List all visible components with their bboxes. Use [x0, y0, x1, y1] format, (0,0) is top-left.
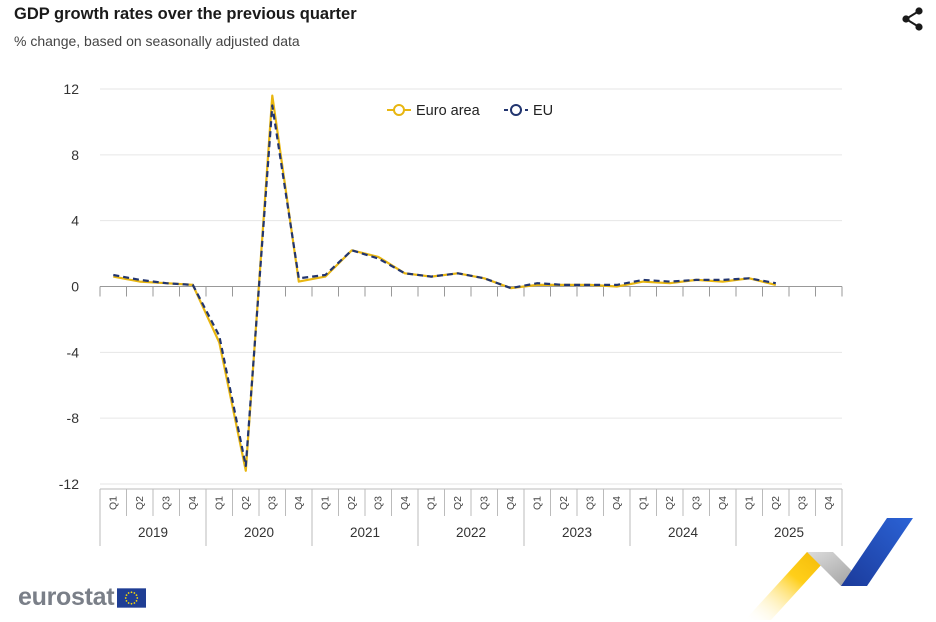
- logo-text: eurostat: [18, 583, 115, 611]
- x-year-label: 2019: [138, 525, 168, 540]
- x-year-label: 2024: [668, 525, 699, 540]
- chart-subtitle: % change, based on seasonally adjusted d…: [14, 33, 300, 49]
- x-quarter-label: Q2: [240, 496, 252, 510]
- chart-title: GDP growth rates over the previous quart…: [14, 5, 357, 23]
- y-tick-label: 0: [71, 279, 79, 295]
- x-quarter-label: Q1: [531, 496, 543, 510]
- x-quarter-label: Q3: [372, 496, 384, 510]
- x-quarter-label: Q4: [187, 496, 199, 510]
- x-quarter-label: Q3: [160, 496, 172, 510]
- x-quarter-label: Q1: [637, 496, 649, 510]
- x-quarter-label: Q3: [690, 496, 702, 510]
- x-quarter-label: Q1: [743, 496, 755, 510]
- series-line-eu: [113, 104, 777, 467]
- x-quarter-label: Q3: [584, 496, 596, 510]
- legend-marker: [510, 104, 522, 116]
- y-tick-label: -4: [67, 344, 80, 360]
- x-year-label: 2023: [562, 525, 592, 540]
- y-tick-label: 4: [71, 213, 79, 229]
- decorative-ribbon: [745, 518, 913, 620]
- share-icon[interactable]: [900, 6, 926, 32]
- x-quarter-label: Q2: [452, 496, 464, 510]
- y-tick-label: 12: [63, 81, 79, 97]
- x-axis: Q1 Q2 Q3 Q4 Q1 Q2 Q3 Q4 Q1 Q2 Q3 Q4 Q1 Q2 Q3 Q4 Q1 Q2 Q3 Q4…: [99, 286, 843, 546]
- x-quarter-label: Q2: [664, 496, 676, 510]
- x-quarter-label: Q2: [558, 496, 570, 510]
- legend-item-eu[interactable]: EU: [504, 103, 553, 119]
- x-quarter-label: Q4: [293, 496, 305, 510]
- eu-flag-icon: [117, 587, 147, 608]
- x-quarter-label: Q1: [425, 496, 437, 510]
- legend-marker: [393, 104, 405, 116]
- chart-legend: Euro area EU: [387, 103, 553, 119]
- y-tick-label: -8: [67, 410, 80, 426]
- x-quarter-label: Q1: [319, 496, 331, 510]
- x-year-label: 2021: [350, 525, 380, 540]
- eurostat-logo: eurostat: [18, 583, 147, 612]
- x-year-label: 2020: [244, 525, 274, 540]
- x-quarter-label: Q3: [478, 496, 490, 510]
- y-tick-label: 8: [71, 147, 79, 163]
- x-quarter-label: Q2: [770, 496, 782, 510]
- y-axis: 12 8 4 0 -4 -8 -12: [59, 81, 79, 492]
- legend-label: Euro area: [416, 103, 481, 119]
- x-quarter-label: Q4: [611, 496, 623, 510]
- x-year-label: 2025: [774, 525, 804, 540]
- x-quarter-label: Q2: [134, 496, 146, 510]
- x-quarter-label: Q3: [266, 496, 278, 510]
- x-quarter-label: Q1: [213, 496, 225, 510]
- x-quarter-label: Q4: [399, 496, 411, 510]
- x-quarter-label: Q3: [796, 496, 808, 510]
- series-line-euro-area: [113, 94, 777, 472]
- x-quarter-label: Q4: [505, 496, 517, 510]
- chart-series: [113, 94, 777, 472]
- y-tick-label: -12: [59, 476, 79, 492]
- x-year-label: 2022: [456, 525, 486, 540]
- x-quarter-label: Q4: [823, 496, 835, 510]
- x-quarter-label: Q1: [107, 496, 119, 510]
- x-quarter-label: Q4: [717, 496, 729, 510]
- x-quarter-label: Q2: [346, 496, 358, 510]
- legend-label: EU: [533, 103, 553, 119]
- legend-item-euro-area[interactable]: Euro area: [387, 103, 481, 119]
